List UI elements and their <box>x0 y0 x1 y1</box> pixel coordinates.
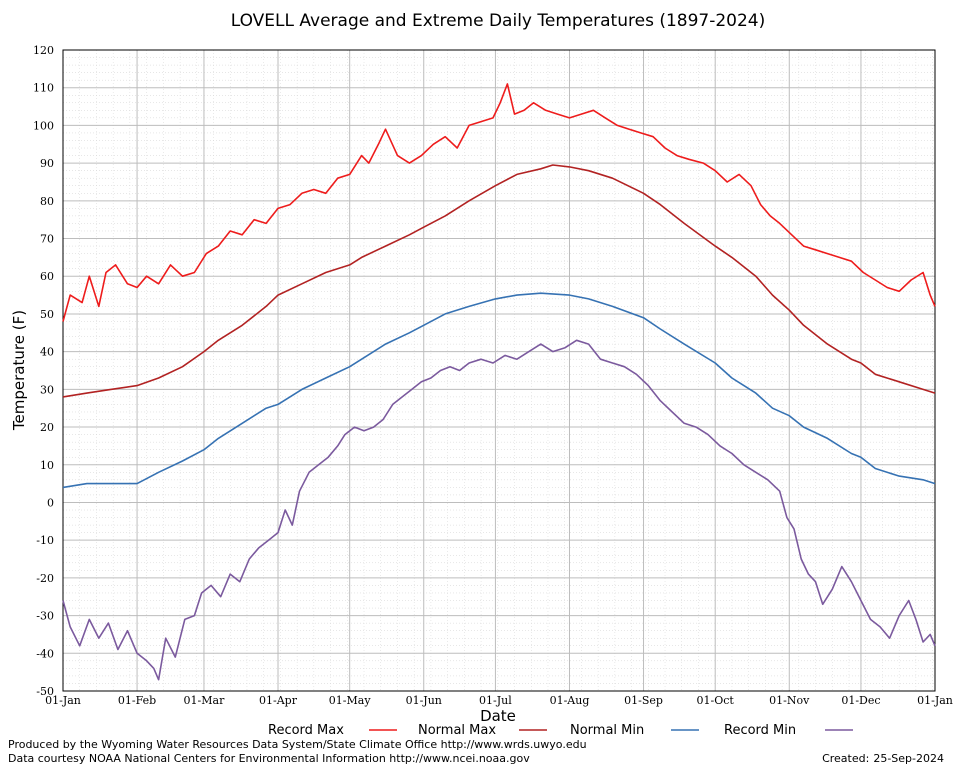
y-tick-label: 60 <box>40 270 54 283</box>
y-tick-label: -30 <box>36 610 54 623</box>
chart-title: LOVELL Average and Extreme Daily Tempera… <box>231 11 766 31</box>
y-tick-label: 10 <box>40 459 54 472</box>
y-tick-label: 110 <box>33 82 54 95</box>
y-axis-label: Temperature (F) <box>10 310 28 431</box>
series-normal-min <box>62 292 936 489</box>
series-normal-max <box>62 164 936 398</box>
x-tick-label: 01-Sep <box>624 694 663 707</box>
credit-line-1: Produced by the Wyoming Water Resources … <box>8 738 587 751</box>
x-axis-label: Date <box>480 707 516 725</box>
series-record-min <box>62 339 936 681</box>
y-axis-ticks: 1201101009080706050403020100-10-20-30-40… <box>33 44 54 698</box>
major-gridlines <box>62 49 936 692</box>
y-tick-label: 70 <box>40 233 54 246</box>
created-stamp: Created: 25-Sep-2024 <box>822 752 944 765</box>
y-tick-label: 20 <box>40 421 54 434</box>
credit-line-2: Data courtesy NOAA National Centers for … <box>8 752 530 765</box>
y-tick-label: 120 <box>33 44 54 57</box>
legend: Record Max Normal Max Normal Min Record Min <box>268 723 853 738</box>
x-tick-label: 01-Mar <box>184 694 226 707</box>
x-tick-label: 01-Aug <box>550 694 590 707</box>
x-tick-label: 01-May <box>329 694 372 707</box>
y-tick-label: 80 <box>40 195 54 208</box>
x-tick-label: 01-Dec <box>841 694 880 707</box>
legend-label: Record Max <box>268 723 344 738</box>
x-tick-label: 01-Jan <box>45 694 81 707</box>
y-tick-label: 100 <box>33 119 54 132</box>
minor-gridlines <box>63 50 935 691</box>
y-tick-label: 90 <box>40 157 54 170</box>
legend-label: Normal Max <box>418 723 496 738</box>
legend-label: Record Min <box>724 723 796 738</box>
series-record-max <box>62 83 936 322</box>
x-tick-label: 01-Feb <box>118 694 156 707</box>
plot-frame <box>62 49 936 692</box>
y-tick-label: -10 <box>36 534 54 547</box>
x-tick-label: 01-Oct <box>697 694 735 707</box>
y-tick-label: -50 <box>36 685 54 698</box>
series-lines <box>62 83 936 681</box>
y-tick-label: 40 <box>40 346 54 359</box>
y-tick-label: -20 <box>36 572 54 585</box>
x-axis-ticks: 01-Jan 01-Feb 01-Mar 01-Apr 01-May 01-Jun 01-J… <box>45 694 953 707</box>
x-tick-label: 01-Nov <box>769 694 810 707</box>
x-tick-label: 01-Apr <box>259 694 298 707</box>
y-tick-label: 0 <box>47 496 54 509</box>
legend-label: Normal Min <box>570 723 644 738</box>
y-tick-label: -40 <box>36 647 54 660</box>
x-tick-label: 01-Jul <box>479 694 512 707</box>
y-tick-label: 30 <box>40 383 54 396</box>
created-label: Created: <box>822 752 870 765</box>
x-tick-label: 01-Jun <box>406 694 442 707</box>
x-tick-label: 01-Jan <box>917 694 953 707</box>
y-tick-label: 50 <box>40 308 54 321</box>
created-date: 25-Sep-2024 <box>873 752 944 765</box>
